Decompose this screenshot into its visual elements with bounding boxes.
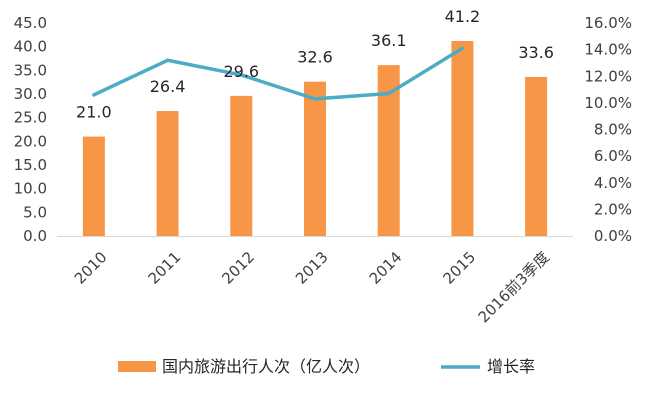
x-tick-label: 2011 xyxy=(145,248,185,288)
y-right-tick-label: 12.0% xyxy=(584,67,632,85)
y-right-tick-label: 2.0% xyxy=(594,200,632,218)
y-right-tick-label: 4.0% xyxy=(594,174,632,192)
growth-rate-point xyxy=(460,46,464,50)
y-left-tick-label: 25.0 xyxy=(14,109,47,127)
bar-2015 xyxy=(451,40,474,237)
growth-rate-point xyxy=(313,97,317,101)
bar-data-label: 21.0 xyxy=(76,103,112,122)
bar-2012 xyxy=(230,95,253,236)
y-right-tick-label: 6.0% xyxy=(594,147,632,165)
bar-2013 xyxy=(304,81,326,237)
y-left-tick-label: 35.0 xyxy=(14,61,47,79)
bar-data-label: 36.1 xyxy=(371,31,407,50)
y-left-tick-label: 15.0 xyxy=(14,156,47,174)
x-tick-label: 2015 xyxy=(439,248,479,288)
bar-data-label: 29.6 xyxy=(223,62,259,81)
y-left-tick-label: 40.0 xyxy=(14,38,47,56)
bar-2010 xyxy=(82,136,105,236)
y-left-tick-label: 10.0 xyxy=(14,180,47,198)
y-left-tick-label: 0.0 xyxy=(23,227,47,245)
bar-data-label: 33.6 xyxy=(518,43,554,62)
growth-rate-point xyxy=(239,73,243,77)
legend-bar-label: 国内旅游出行人次（亿人次） xyxy=(162,357,370,376)
bar-2016前3季度 xyxy=(525,76,548,237)
x-tick-label: 2016前3季度 xyxy=(475,248,553,326)
growth-rate-line xyxy=(92,46,465,101)
bar-2011 xyxy=(156,111,179,236)
y-left-tick-label: 5.0 xyxy=(23,203,47,221)
growth-rate-point xyxy=(92,93,96,97)
bar-data-label: 41.2 xyxy=(445,7,481,26)
x-tick-label: 2012 xyxy=(218,248,258,288)
y-right-tick-label: 14.0% xyxy=(584,41,632,59)
growth-rate-point xyxy=(166,58,170,62)
bar-data-label: 26.4 xyxy=(150,77,186,96)
y-left-tick-label: 45.0 xyxy=(14,14,47,32)
bar-data-label: 32.6 xyxy=(297,48,333,67)
bar-2014 xyxy=(377,65,400,236)
y-left-tick-label: 20.0 xyxy=(14,132,47,150)
y-right-tick-label: 8.0% xyxy=(594,121,632,139)
legend-bar-swatch xyxy=(118,361,156,372)
growth-rate-point xyxy=(387,92,391,96)
legend-line-label: 增长率 xyxy=(487,357,535,376)
x-tick-label: 2014 xyxy=(366,248,406,288)
x-tick-label: 2013 xyxy=(292,248,332,288)
y-right-tick-label: 10.0% xyxy=(584,94,632,112)
y-right-tick-label: 0.0% xyxy=(594,227,632,245)
y-right-tick-label: 16.0% xyxy=(584,14,632,32)
y-left-tick-label: 30.0 xyxy=(14,85,47,103)
x-tick-label: 2010 xyxy=(71,248,111,288)
